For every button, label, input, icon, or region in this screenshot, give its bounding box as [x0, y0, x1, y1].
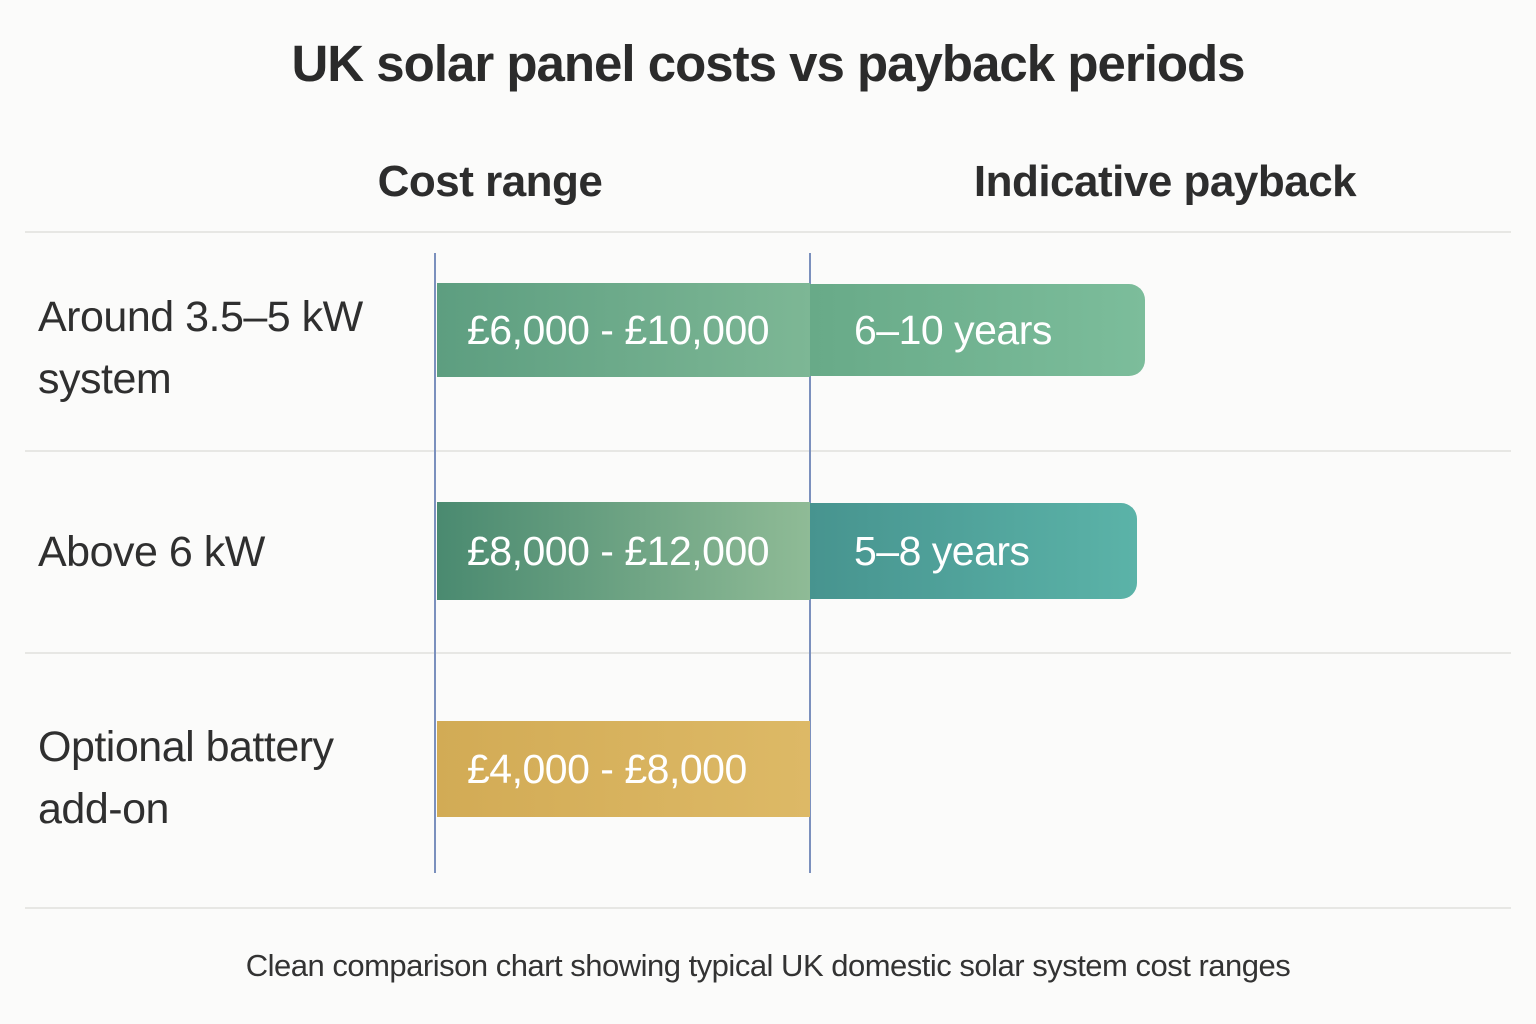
cost-value-above-6kw: £8,000 - £12,000	[467, 527, 770, 574]
page-title: UK solar panel costs vs payback periods	[291, 35, 1245, 92]
cost-bar-above-6kw: £8,000 - £12,000	[437, 502, 810, 600]
divider-row-1	[25, 450, 1511, 452]
payback-value-above-6kw: 5–8 years	[854, 527, 1030, 574]
divider-footer	[25, 907, 1511, 909]
row-label-3-5kw-system: Around 3.5–5 kW system	[38, 293, 363, 404]
payback-bar-3-5kw: 6–10 years	[810, 284, 1145, 376]
guide-line-left	[434, 253, 436, 873]
divider-header	[25, 231, 1511, 233]
payback-value-3-5kw: 6–10 years	[854, 306, 1052, 353]
cost-value-3-5kw: £6,000 - £10,000	[467, 306, 770, 353]
chart-caption: Clean comparison chart showing typical U…	[245, 948, 1291, 983]
payback-bar-above-6kw: 5–8 years	[810, 503, 1137, 599]
column-header-indicative-payback: Indicative payback	[973, 157, 1357, 206]
row-label-above-6kw: Above 6 kW	[38, 528, 265, 576]
column-header-cost-range: Cost range	[377, 157, 603, 206]
cost-value-battery-addon: £4,000 - £8,000	[467, 745, 747, 792]
divider-row-2	[25, 652, 1511, 654]
row-label-battery-addon: Optional battery add-on	[38, 723, 334, 834]
cost-bar-3-5kw: £6,000 - £10,000	[437, 283, 810, 377]
cost-bar-battery-addon: £4,000 - £8,000	[437, 721, 810, 817]
